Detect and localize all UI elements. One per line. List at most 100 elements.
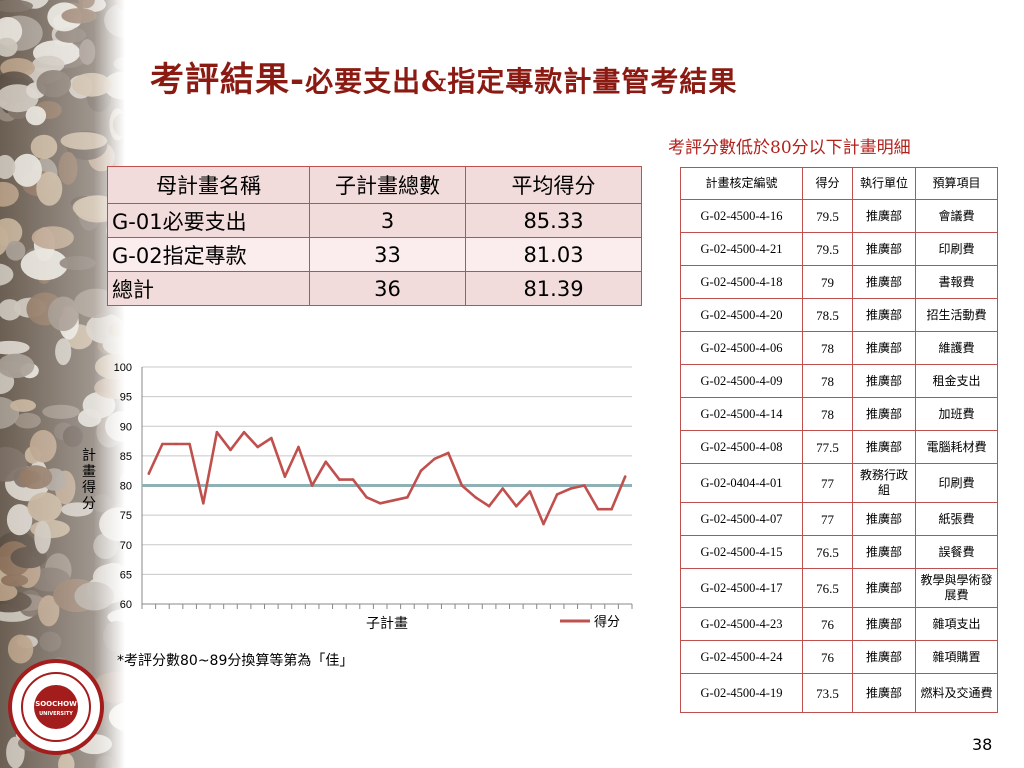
y-tick-label: 90 [120,421,132,433]
detail-header-cell: 預算項目 [915,167,998,200]
executing-unit: 推廣部 [852,364,916,398]
project-code: G-02-4500-4-19 [680,673,803,713]
executing-unit: 推廣部 [852,232,916,266]
data-point [351,478,355,481]
score: 79 [802,265,853,299]
table-row: G-02-4500-4-08 77.5 推廣部 電腦耗材費 [680,430,998,464]
project-code: G-02-4500-4-06 [680,331,803,365]
executing-unit: 推廣部 [852,199,916,233]
svg-text:SOOCHOW: SOOCHOW [35,700,77,708]
data-point [174,442,178,446]
table-row: G-02-4500-4-17 76.5 推廣部 教學與學術發展費 [680,568,998,608]
executing-unit: 推廣部 [852,502,916,536]
executing-unit: 推廣部 [852,265,916,299]
executing-unit: 教務行政組 [852,463,916,503]
y-tick-label: 70 [120,540,132,552]
project-code: G-02-4500-4-14 [680,397,803,431]
table-row: G-02-4500-4-20 78.5 推廣部 招生活動費 [680,298,998,332]
data-point [528,490,532,493]
table-row: G-02指定專款 33 81.03 [107,237,642,272]
project-code: G-02-4500-4-17 [680,568,803,608]
score: 76 [802,607,853,641]
parent-plan-name: G-02指定專款 [107,237,310,272]
data-point [202,502,205,505]
y-tick-label: 80 [120,481,132,493]
subplan-count: 36 [309,271,466,306]
data-point [310,484,314,487]
y-axis-label-char: 分 [82,496,96,512]
budget-item: 誤餐費 [915,535,998,569]
data-point [501,487,505,490]
y-axis-label-char: 得 [82,479,96,496]
data-point [256,445,259,449]
data-point [515,504,518,508]
detail-header-cell: 計畫核定編號 [680,167,803,200]
budget-item: 雜項購置 [915,640,998,674]
legend-label: 得分 [594,614,620,630]
budget-item: 招生活動費 [915,298,998,332]
table-row: G-02-4500-4-14 78 推廣部 加班費 [680,397,998,431]
low-score-detail-table: 計畫核定編號 得分 執行單位 預算項目 G-02-4500-4-16 79.5 推廣… [680,167,998,713]
executing-unit: 推廣部 [852,331,916,365]
score: 77 [802,463,853,503]
average-score: 81.03 [465,237,642,272]
average-score: 81.39 [465,271,642,306]
detail-header-cell: 執行單位 [852,167,916,200]
data-point [188,442,191,446]
data-point [242,430,246,434]
project-code: G-02-0404-4-01 [680,463,803,503]
executing-unit: 推廣部 [852,397,916,431]
y-axis-label-char: 計 [82,448,96,464]
subplan-count: 3 [309,203,466,238]
table-row: G-02-4500-4-06 78 推廣部 維護費 [680,331,998,365]
score: 77 [802,502,853,536]
parent-plan-name: 總計 [107,271,310,306]
score: 77.5 [802,430,853,464]
budget-item: 電腦耗材費 [915,430,998,464]
table-row: G-02-4500-4-15 76.5 推廣部 誤餐費 [680,535,998,569]
project-code: G-02-4500-4-08 [680,430,803,464]
rating-note: *考評分數80~89分換算等第為「佳」 [117,653,354,669]
score: 79.5 [802,199,853,233]
project-code: G-02-4500-4-16 [680,199,803,233]
table-row: G-02-4500-4-07 77 推廣部 紙張費 [680,502,998,536]
parent-plan-name: G-01必要支出 [107,203,310,238]
budget-item: 書報費 [915,265,998,299]
data-point [392,499,396,502]
data-point [147,472,151,475]
data-point [229,448,232,452]
score: 78 [802,364,853,398]
detail-table-body: G-02-4500-4-16 79.5 推廣部 會議費 G-02-4500-4-21 79… [680,199,998,713]
data-point [338,478,341,481]
data-point [283,475,287,478]
data-point [365,496,368,499]
score: 78.5 [802,298,853,332]
executing-unit: 推廣部 [852,673,916,713]
score: 78 [802,331,853,365]
stone-background-strip [0,0,125,768]
table-row: G-01必要支出 3 85.33 [107,203,642,238]
budget-item: 教學與學術發展費 [915,568,998,608]
data-point [447,451,450,455]
data-point [569,487,573,490]
executing-unit: 推廣部 [852,430,916,464]
data-point [542,522,545,526]
data-point [324,460,328,464]
data-point [215,430,219,434]
executing-unit: 推廣部 [852,535,916,569]
page-number: 38 [972,735,993,754]
table-row: G-02-0404-4-01 77 教務行政組 印刷費 [680,463,998,503]
summary-header-cell: 平均得分 [465,166,642,204]
project-code: G-02-4500-4-21 [680,232,803,266]
y-tick-label: 75 [120,510,132,522]
budget-item: 雜項支出 [915,607,998,641]
data-point [610,507,613,511]
summary-header-cell: 子計畫總數 [309,166,466,204]
project-code: G-02-4500-4-24 [680,640,803,674]
data-point [474,496,477,499]
table-row: G-02-4500-4-16 79.5 推廣部 會議費 [680,199,998,233]
x-axis-label: 子計畫 [366,616,408,632]
score: 76.5 [802,535,853,569]
slide-title: 考評結果-必要支出&指定專款計畫管考結果 [150,52,737,101]
